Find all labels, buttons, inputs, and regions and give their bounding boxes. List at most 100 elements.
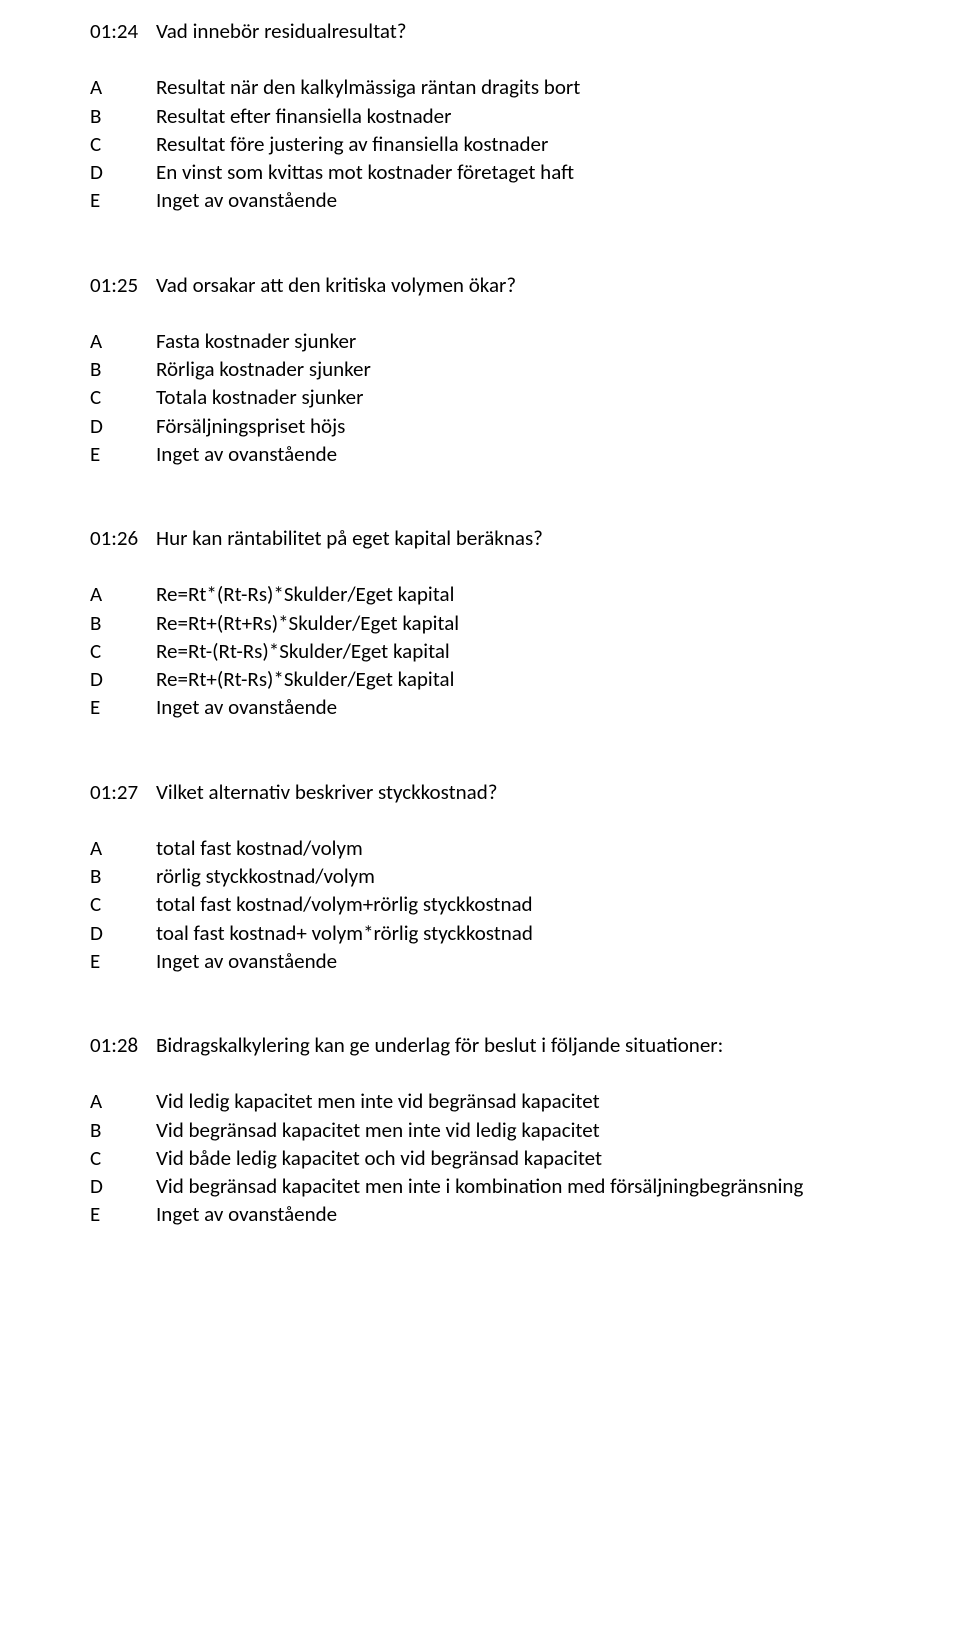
option-letter: B	[90, 103, 156, 129]
option-text: Resultat när den kalkylmässiga räntan dr…	[156, 74, 870, 100]
option-letter: B	[90, 1117, 156, 1143]
option-text: Inget av ovanstående	[156, 1201, 870, 1227]
option-text: Vid både ledig kapacitet och vid begräns…	[156, 1145, 870, 1171]
option-row: B Vid begränsad kapacitet men inte vid l…	[90, 1117, 870, 1143]
question-header: 01:25 Vad orsakar att den kritiska volym…	[90, 272, 870, 298]
option-text: total fast kostnad/volym	[156, 835, 870, 861]
option-row: E Inget av ovanstående	[90, 441, 870, 467]
option-row: D En vinst som kvittas mot kostnader för…	[90, 159, 870, 185]
options-list: A Fasta kostnader sjunker B Rörliga kost…	[90, 328, 870, 467]
option-text: toal fast kostnad+ volym*rörlig styckkos…	[156, 920, 870, 946]
option-letter: A	[90, 1088, 156, 1114]
option-text: Rörliga kostnader sjunker	[156, 356, 870, 382]
option-row: E Inget av ovanstående	[90, 694, 870, 720]
option-letter: E	[90, 187, 156, 213]
question-header: 01:28 Bidragskalkylering kan ge underlag…	[90, 1032, 870, 1058]
question-number: 01:25	[90, 272, 156, 298]
option-letter: C	[90, 1145, 156, 1171]
question-header: 01:26 Hur kan räntabilitet på eget kapit…	[90, 525, 870, 551]
option-letter: D	[90, 920, 156, 946]
question-text: Bidragskalkylering kan ge underlag för b…	[156, 1032, 870, 1058]
option-row: D Re=Rt+(Rt-Rs)*Skulder/Eget kapital	[90, 666, 870, 692]
option-row: A Fasta kostnader sjunker	[90, 328, 870, 354]
question-block: 01:28 Bidragskalkylering kan ge underlag…	[90, 1032, 870, 1228]
option-text: Re=Rt*(Rt-Rs)*Skulder/Eget kapital	[156, 581, 870, 607]
question-block: 01:25 Vad orsakar att den kritiska volym…	[90, 272, 870, 468]
option-text: Re=Rt+(Rt+Rs)*Skulder/Eget kapital	[156, 610, 870, 636]
option-row: B Rörliga kostnader sjunker	[90, 356, 870, 382]
option-letter: D	[90, 159, 156, 185]
options-list: A Vid ledig kapacitet men inte vid begrä…	[90, 1088, 870, 1227]
option-row: B Re=Rt+(Rt+Rs)*Skulder/Eget kapital	[90, 610, 870, 636]
option-text: Inget av ovanstående	[156, 187, 870, 213]
option-text: total fast kostnad/volym+rörlig styckkos…	[156, 891, 870, 917]
question-text: Hur kan räntabilitet på eget kapital ber…	[156, 525, 870, 551]
option-letter: E	[90, 948, 156, 974]
option-letter: B	[90, 610, 156, 636]
option-row: A total fast kostnad/volym	[90, 835, 870, 861]
option-row: D toal fast kostnad+ volym*rörlig styckk…	[90, 920, 870, 946]
question-number: 01:28	[90, 1032, 156, 1058]
option-text: Resultat efter finansiella kostnader	[156, 103, 870, 129]
option-row: D Vid begränsad kapacitet men inte i kom…	[90, 1173, 870, 1199]
option-text: Inget av ovanstående	[156, 948, 870, 974]
option-text: Försäljningspriset höjs	[156, 413, 870, 439]
question-block: 01:24 Vad innebör residualresultat? A Re…	[90, 18, 870, 214]
option-row: C total fast kostnad/volym+rörlig styckk…	[90, 891, 870, 917]
question-number: 01:24	[90, 18, 156, 44]
option-letter: A	[90, 835, 156, 861]
option-text: Vid begränsad kapacitet men inte i kombi…	[156, 1173, 870, 1199]
option-letter: D	[90, 1173, 156, 1199]
question-text: Vad innebör residualresultat?	[156, 18, 870, 44]
option-row: B Resultat efter finansiella kostnader	[90, 103, 870, 129]
option-letter: A	[90, 581, 156, 607]
option-row: A Resultat när den kalkylmässiga räntan …	[90, 74, 870, 100]
option-letter: B	[90, 356, 156, 382]
option-letter: D	[90, 666, 156, 692]
option-text: Vid begränsad kapacitet men inte vid led…	[156, 1117, 870, 1143]
options-list: A Resultat när den kalkylmässiga räntan …	[90, 74, 870, 213]
option-letter: E	[90, 441, 156, 467]
option-letter: C	[90, 638, 156, 664]
option-row: E Inget av ovanstående	[90, 948, 870, 974]
option-row: A Re=Rt*(Rt-Rs)*Skulder/Eget kapital	[90, 581, 870, 607]
option-letter: A	[90, 74, 156, 100]
document-page: 01:24 Vad innebör residualresultat? A Re…	[0, 0, 960, 1346]
options-list: A total fast kostnad/volym B rörlig styc…	[90, 835, 870, 974]
options-list: A Re=Rt*(Rt-Rs)*Skulder/Eget kapital B R…	[90, 581, 870, 720]
option-row: C Vid både ledig kapacitet och vid begrä…	[90, 1145, 870, 1171]
option-row: D Försäljningspriset höjs	[90, 413, 870, 439]
option-row: E Inget av ovanstående	[90, 1201, 870, 1227]
option-text: Inget av ovanstående	[156, 441, 870, 467]
question-header: 01:24 Vad innebör residualresultat?	[90, 18, 870, 44]
option-text: En vinst som kvittas mot kostnader föret…	[156, 159, 870, 185]
option-text: Re=Rt+(Rt-Rs)*Skulder/Eget kapital	[156, 666, 870, 692]
option-letter: A	[90, 328, 156, 354]
question-text: Vad orsakar att den kritiska volymen öka…	[156, 272, 870, 298]
option-text: Inget av ovanstående	[156, 694, 870, 720]
option-text: Fasta kostnader sjunker	[156, 328, 870, 354]
option-row: C Resultat före justering av finansiella…	[90, 131, 870, 157]
question-block: 01:26 Hur kan räntabilitet på eget kapit…	[90, 525, 870, 721]
option-letter: B	[90, 863, 156, 889]
option-row: B rörlig styckkostnad/volym	[90, 863, 870, 889]
option-text: Vid ledig kapacitet men inte vid begräns…	[156, 1088, 870, 1114]
option-row: C Re=Rt-(Rt-Rs)*Skulder/Eget kapital	[90, 638, 870, 664]
question-number: 01:27	[90, 779, 156, 805]
option-text: Resultat före justering av finansiella k…	[156, 131, 870, 157]
option-row: A Vid ledig kapacitet men inte vid begrä…	[90, 1088, 870, 1114]
option-row: E Inget av ovanstående	[90, 187, 870, 213]
option-letter: E	[90, 694, 156, 720]
option-row: C Totala kostnader sjunker	[90, 384, 870, 410]
option-text: Re=Rt-(Rt-Rs)*Skulder/Eget kapital	[156, 638, 870, 664]
option-letter: D	[90, 413, 156, 439]
option-text: Totala kostnader sjunker	[156, 384, 870, 410]
question-text: Vilket alternativ beskriver styckkostnad…	[156, 779, 870, 805]
option-text: rörlig styckkostnad/volym	[156, 863, 870, 889]
option-letter: C	[90, 891, 156, 917]
option-letter: C	[90, 131, 156, 157]
option-letter: C	[90, 384, 156, 410]
question-block: 01:27 Vilket alternativ beskriver styckk…	[90, 779, 870, 975]
option-letter: E	[90, 1201, 156, 1227]
question-header: 01:27 Vilket alternativ beskriver styckk…	[90, 779, 870, 805]
